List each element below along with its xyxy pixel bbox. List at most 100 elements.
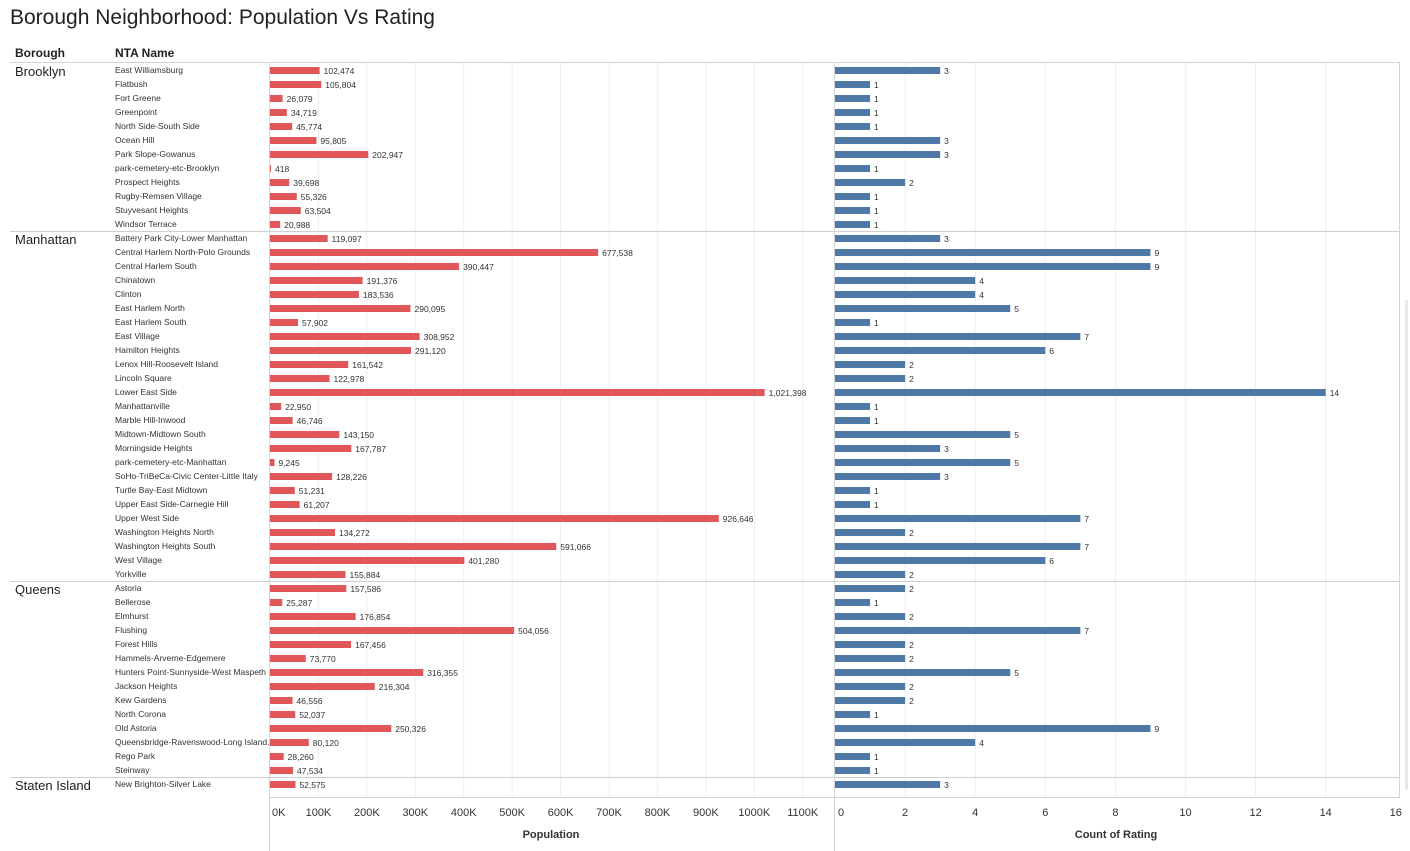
population-bar — [270, 347, 411, 354]
population-bar — [270, 669, 424, 676]
rating-bar — [835, 81, 871, 88]
rating-value-label: 1 — [874, 220, 879, 230]
population-bar — [270, 165, 271, 172]
nta-label: Lenox Hill-Roosevelt Island — [115, 359, 218, 369]
rating-bar — [835, 711, 871, 718]
rating-bar — [835, 389, 1326, 396]
population-tick-label: 300K — [402, 807, 428, 819]
population-value-label: 308,952 — [424, 332, 455, 342]
rating-bar — [835, 193, 871, 200]
rating-bar — [835, 95, 871, 102]
rating-bar — [835, 501, 871, 508]
population-bar — [270, 515, 719, 522]
population-bar — [270, 697, 293, 704]
rating-value-label: 1 — [874, 766, 879, 776]
nta-label: Ocean Hill — [115, 135, 154, 145]
population-value-label: 155,884 — [349, 570, 380, 580]
nta-label: Hamilton Heights — [115, 345, 180, 355]
population-value-label: 1,021,398 — [769, 388, 807, 398]
population-value-label: 46,556 — [297, 696, 323, 706]
nta-label: Old Astoria — [115, 723, 157, 733]
nta-label: Hunters Point-Sunnyside-West Maspeth — [115, 667, 266, 677]
nta-label: Central Harlem South — [115, 261, 197, 271]
nta-label: Yorkville — [115, 569, 147, 579]
nta-label: Stuyvesant Heights — [115, 205, 188, 215]
rating-bar — [835, 557, 1046, 564]
rating-value-label: 2 — [909, 178, 914, 188]
population-bar — [270, 67, 320, 74]
nta-label: Battery Park City-Lower Manhattan — [115, 233, 248, 243]
population-value-label: 80,120 — [313, 738, 339, 748]
rating-value-label: 1 — [874, 752, 879, 762]
rating-value-label: 2 — [909, 682, 914, 692]
rating-bar — [835, 123, 871, 130]
rating-value-label: 2 — [909, 584, 914, 594]
rating-bar — [835, 641, 906, 648]
population-value-label: 176,854 — [360, 612, 391, 622]
nta-label: Central Harlem North-Polo Grounds — [115, 247, 250, 257]
nta-label: Clinton — [115, 289, 142, 299]
nta-label: Washington Heights North — [115, 527, 214, 537]
population-value-label: 45,774 — [296, 122, 322, 132]
rating-bar — [835, 781, 941, 788]
population-bar — [270, 151, 369, 158]
nta-label: Elmhurst — [115, 611, 149, 621]
rating-tick-label: 14 — [1320, 807, 1332, 819]
rating-value-label: 4 — [979, 738, 984, 748]
rating-value-label: 3 — [944, 780, 949, 790]
population-bar — [270, 417, 293, 424]
rating-bar — [835, 137, 941, 144]
nta-label: Fort Greene — [115, 93, 161, 103]
population-bar — [270, 389, 765, 396]
rating-value-label: 3 — [944, 66, 949, 76]
rating-bar — [835, 305, 1011, 312]
rating-bar — [835, 277, 976, 284]
rating-tick-label: 6 — [1042, 807, 1048, 819]
population-bar — [270, 613, 356, 620]
borough-label: Manhattan — [15, 232, 76, 247]
population-value-label: 52,575 — [299, 780, 325, 790]
rating-bar — [835, 669, 1011, 676]
population-bar — [270, 333, 420, 340]
population-tick-label: 800K — [645, 807, 671, 819]
nta-label: North Side-South Side — [115, 121, 200, 131]
population-bar — [270, 445, 352, 452]
rating-bar — [835, 683, 906, 690]
nta-label: Washington Heights South — [115, 541, 216, 551]
population-bar — [270, 599, 283, 606]
rating-axis-title: Count of Rating — [1075, 829, 1157, 841]
population-value-label: 591,066 — [560, 542, 591, 552]
population-value-label: 191,376 — [367, 276, 398, 286]
rating-value-label: 7 — [1084, 542, 1089, 552]
nta-label: Chinatown — [115, 275, 155, 285]
rating-value-label: 1 — [874, 500, 879, 510]
rating-value-label: 1 — [874, 108, 879, 118]
rating-value-label: 1 — [874, 206, 879, 216]
rating-value-label: 2 — [909, 654, 914, 664]
population-bar — [270, 781, 296, 788]
rating-bar — [835, 249, 1151, 256]
vertical-scrollbar[interactable] — [1405, 300, 1408, 790]
population-bar — [270, 235, 328, 242]
population-bar — [270, 487, 295, 494]
rating-bar — [835, 375, 906, 382]
population-bar — [270, 375, 330, 382]
rating-bar — [835, 333, 1081, 340]
nta-label: East Harlem South — [115, 317, 187, 327]
rating-value-label: 6 — [1049, 346, 1054, 356]
population-bar — [270, 753, 284, 760]
population-value-label: 401,280 — [468, 556, 499, 566]
population-value-label: 291,120 — [415, 346, 446, 356]
rating-value-label: 2 — [909, 360, 914, 370]
rating-bar — [835, 109, 871, 116]
borough-label: Queens — [15, 582, 61, 597]
population-value-label: 9,245 — [278, 458, 300, 468]
rating-bar — [835, 599, 871, 606]
rating-value-label: 1 — [874, 318, 879, 328]
rating-bar — [835, 263, 1151, 270]
population-value-label: 105,804 — [325, 80, 356, 90]
nta-label: Flushing — [115, 625, 147, 635]
population-value-label: 134,272 — [339, 528, 370, 538]
population-value-label: 39,698 — [293, 178, 319, 188]
rating-bar — [835, 445, 941, 452]
